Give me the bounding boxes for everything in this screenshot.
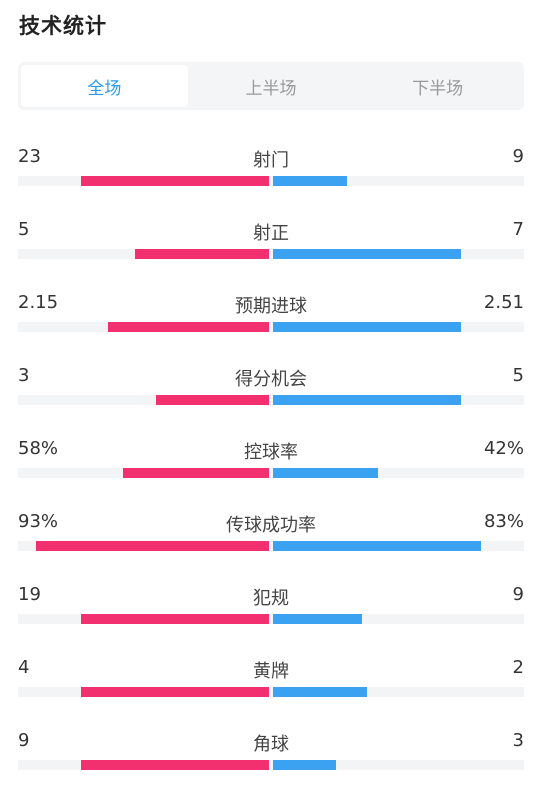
stat-row: 4 黄牌 2 xyxy=(18,657,524,707)
home-value: 2.15 xyxy=(18,292,59,313)
away-bar xyxy=(273,541,482,551)
home-bar xyxy=(107,322,269,332)
away-bar xyxy=(273,468,379,478)
away-value: 5 xyxy=(512,365,524,386)
away-bar xyxy=(273,322,462,332)
stat-track xyxy=(18,687,524,697)
stat-name: 犯规 xyxy=(253,588,289,609)
away-value: 7 xyxy=(512,219,524,240)
stat-row: 2.15 预期进球 2.51 xyxy=(18,292,524,342)
stat-name: 传球成功率 xyxy=(226,515,316,536)
away-value: 9 xyxy=(512,146,524,167)
away-bar xyxy=(273,687,368,697)
stat-name: 射门 xyxy=(253,150,289,171)
away-value: 42% xyxy=(483,438,524,459)
away-value: 3 xyxy=(512,730,524,751)
home-value: 5 xyxy=(18,219,30,240)
away-value: 83% xyxy=(483,511,524,532)
away-bar xyxy=(273,395,462,405)
home-value: 4 xyxy=(18,657,30,678)
stat-track xyxy=(18,395,524,405)
stat-track xyxy=(18,249,524,259)
stat-track xyxy=(18,541,524,551)
away-bar xyxy=(273,614,363,624)
stat-name: 控球率 xyxy=(244,442,298,463)
home-bar xyxy=(35,541,269,551)
home-bar xyxy=(80,760,269,770)
home-value: 58% xyxy=(18,438,59,459)
away-value: 2 xyxy=(512,657,524,678)
stat-track xyxy=(18,176,524,186)
stat-track xyxy=(18,614,524,624)
stat-row: 9 角球 3 xyxy=(18,730,524,780)
tab-full-match[interactable]: 全场 xyxy=(21,65,188,107)
stat-track xyxy=(18,322,524,332)
home-value: 3 xyxy=(18,365,30,386)
away-value: 9 xyxy=(512,584,524,605)
home-value: 19 xyxy=(18,584,41,605)
away-value: 2.51 xyxy=(483,292,524,313)
home-bar xyxy=(123,468,269,478)
stat-name: 黄牌 xyxy=(253,661,289,682)
stat-name: 角球 xyxy=(253,734,289,755)
home-bar xyxy=(80,687,269,697)
stat-row: 93% 传球成功率 83% xyxy=(18,511,524,561)
stat-row: 58% 控球率 42% xyxy=(18,438,524,488)
home-bar xyxy=(80,176,269,186)
home-value: 93% xyxy=(18,511,59,532)
stat-row: 23 射门 9 xyxy=(18,146,524,196)
home-bar xyxy=(80,614,269,624)
away-bar xyxy=(273,760,336,770)
home-bar xyxy=(134,249,269,259)
stat-name: 射正 xyxy=(253,223,289,244)
tab-first-half[interactable]: 上半场 xyxy=(245,78,297,99)
stat-name: 得分机会 xyxy=(235,369,307,390)
stat-row: 19 犯规 9 xyxy=(18,584,524,634)
away-bar xyxy=(273,249,462,259)
stat-track xyxy=(18,468,524,478)
period-tabs: 全场 上半场 下半场 xyxy=(18,62,524,110)
page-title: 技术统计 xyxy=(19,14,107,38)
stat-row: 5 射正 7 xyxy=(18,219,524,269)
away-bar xyxy=(273,176,347,186)
stat-name: 预期进球 xyxy=(235,296,307,317)
stat-row: 3 得分机会 5 xyxy=(18,365,524,415)
home-value: 9 xyxy=(18,730,30,751)
tab-second-half[interactable]: 下半场 xyxy=(412,78,464,99)
home-value: 23 xyxy=(18,146,41,167)
stat-track xyxy=(18,760,524,770)
home-bar xyxy=(156,395,269,405)
